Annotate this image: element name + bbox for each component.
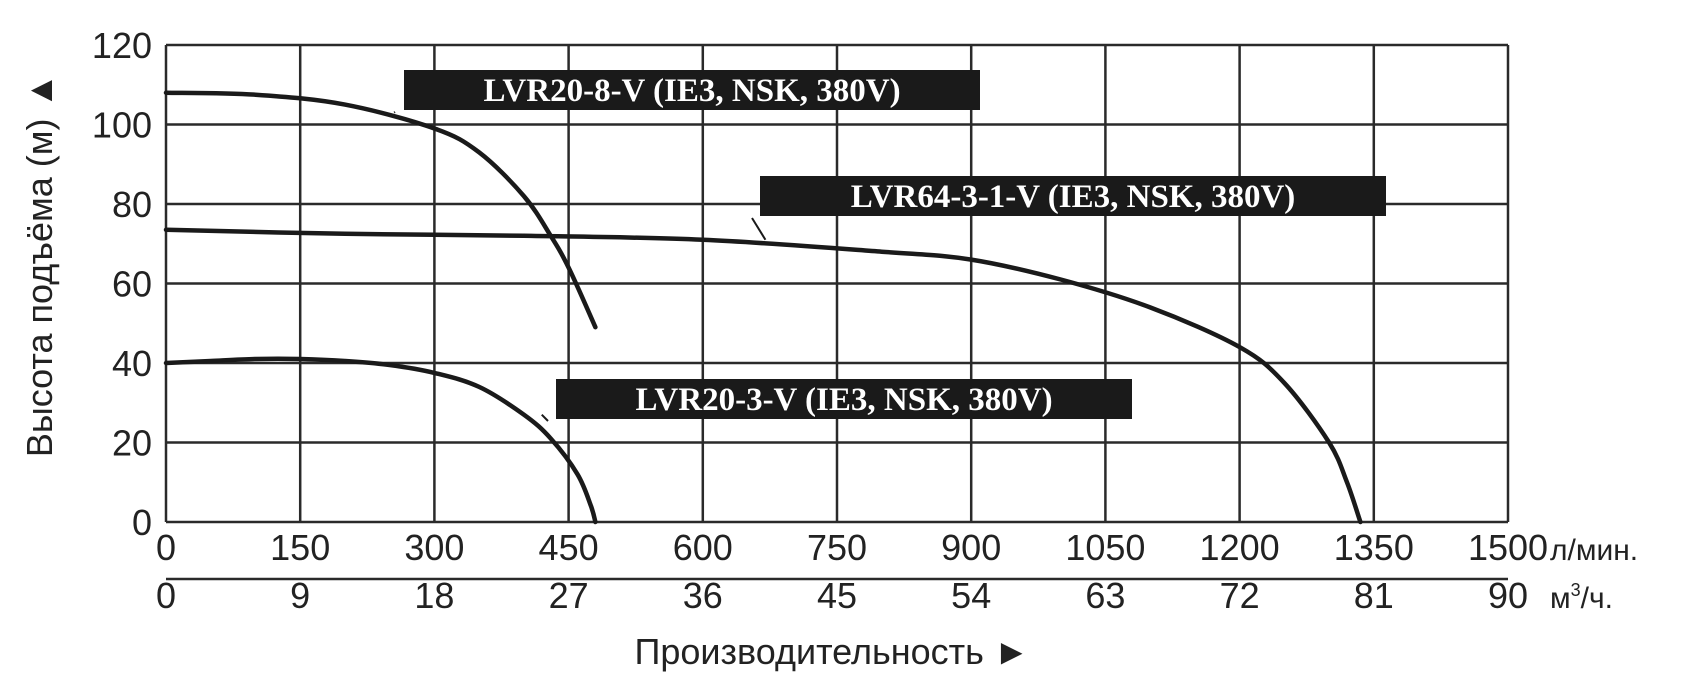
- x-tick-label-primary: 750: [807, 527, 867, 568]
- y-axis-title: Высота подъёма (м) ▲: [19, 73, 60, 457]
- y-tick-labels: 0 20 40 60 80 100 120: [92, 25, 152, 543]
- series-label-box: [556, 379, 1132, 419]
- x-tick-label-primary: 0: [156, 527, 176, 568]
- x-tick-label-secondary: 36: [683, 575, 723, 616]
- series-label-box: [404, 70, 980, 110]
- series-curve: [163, 356, 598, 525]
- series-label: LVR20-3-V (IE3, NSK, 380V): [635, 382, 1052, 418]
- y-tick-label: 40: [112, 343, 152, 384]
- series-curves: [163, 90, 1363, 525]
- x-tick-label-secondary: 90: [1488, 575, 1528, 616]
- series-label: LVR20-8-V (IE3, NSK, 380V): [483, 73, 900, 109]
- series-curve: [163, 90, 598, 330]
- x-tick-label-secondary: 45: [817, 575, 857, 616]
- x-tick-label-primary: 300: [404, 527, 464, 568]
- y-tick-label: 120: [92, 25, 152, 66]
- x-tick-label-primary: 600: [673, 527, 733, 568]
- y-tick-label: 100: [92, 105, 152, 146]
- x-tick-label-secondary: 0: [156, 575, 176, 616]
- x-axis-title: Производительность ►: [634, 631, 1029, 672]
- x-tick-label-primary: 1500: [1468, 527, 1548, 568]
- series-label-leader: [541, 413, 549, 422]
- x-tick-label-primary: 1050: [1065, 527, 1145, 568]
- x-tick-label-secondary: 54: [951, 575, 991, 616]
- x-unit-secondary: м3/ч.: [1550, 580, 1613, 615]
- x-tick-label-secondary: 72: [1220, 575, 1260, 616]
- series-label-box: [760, 176, 1386, 216]
- x-tick-label-secondary: 27: [549, 575, 589, 616]
- y-tick-label: 80: [112, 184, 152, 225]
- x-unit-secondary-base: м: [1550, 582, 1571, 615]
- x-tick-label-secondary: 81: [1354, 575, 1394, 616]
- series-label-leader: [751, 217, 767, 241]
- series-curve: [163, 227, 1363, 525]
- x-unit-secondary-tail: /ч.: [1581, 582, 1613, 615]
- x-unit-secondary-sup: 3: [1571, 580, 1581, 600]
- series-labels: LVR20-8-V (IE3, NSK, 380V) LVR64-3-1-V (I…: [393, 70, 1386, 422]
- y-tick-label: 60: [112, 264, 152, 305]
- x-tick-label-secondary: 18: [414, 575, 454, 616]
- y-tick-label: 20: [112, 423, 152, 464]
- x-tick-label-secondary: 63: [1085, 575, 1125, 616]
- x-tick-label-primary: 900: [941, 527, 1001, 568]
- x-tick-label-secondary: 9: [290, 575, 310, 616]
- series-label-leader: [393, 111, 396, 114]
- x-unit-primary: л/мин.: [1550, 534, 1638, 567]
- y-tick-label: 0: [132, 502, 152, 543]
- x-tick-label-primary: 450: [539, 527, 599, 568]
- x-tick-labels-primary: 0 150 300 450 600 750 900 1050 1200 1350 1500: [156, 527, 1548, 568]
- x-tick-label-primary: 150: [270, 527, 330, 568]
- grid: [164, 43, 1510, 581]
- x-tick-label-primary: 1350: [1334, 527, 1414, 568]
- x-tick-label-primary: 1200: [1200, 527, 1280, 568]
- series-label: LVR64-3-1-V (IE3, NSK, 380V): [851, 179, 1296, 215]
- x-tick-labels-secondary: 0 9 18 27 36 45 54 63 72 81 90: [156, 575, 1528, 616]
